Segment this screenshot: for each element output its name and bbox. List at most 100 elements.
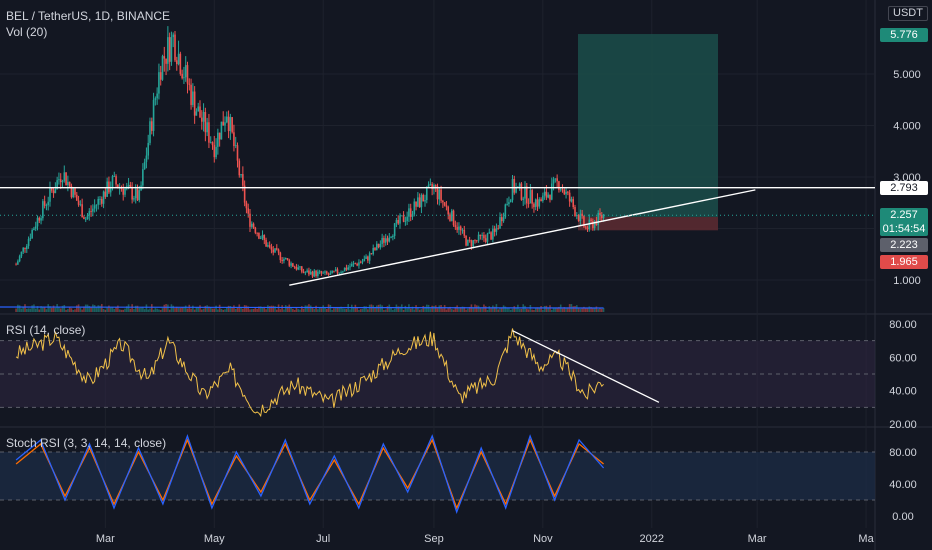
volume-bar: [367, 309, 369, 312]
volume-bar: [506, 308, 508, 312]
volume-bar: [350, 304, 353, 312]
candle-body: [90, 211, 92, 212]
candle-body: [158, 72, 160, 94]
volume-bar: [547, 307, 550, 312]
volume-bar: [488, 306, 491, 312]
candle-body: [50, 187, 53, 191]
volume-bar: [579, 308, 582, 312]
candle-body: [509, 200, 512, 203]
volume-bar: [136, 305, 139, 312]
volume-bar: [111, 307, 114, 312]
volume-bar: [442, 308, 444, 312]
volume-bar: [508, 307, 510, 312]
rsi-tick-label: 20.00: [889, 419, 917, 431]
volume-bar: [524, 305, 526, 312]
volume-bar: [88, 305, 91, 312]
volume-bar: [338, 307, 341, 312]
volume-bar: [390, 306, 392, 312]
candle-body: [349, 266, 351, 268]
volume-bar: [204, 305, 207, 312]
candle-body: [45, 205, 48, 206]
candle-body: [458, 226, 460, 230]
volume-bar: [283, 309, 285, 312]
candle-body: [329, 273, 332, 275]
volume-bar: [167, 304, 169, 312]
candle-body: [420, 194, 423, 208]
volume-bar: [200, 309, 203, 312]
rsi-title[interactable]: RSI (14, close): [6, 323, 86, 337]
candle-body: [170, 37, 173, 62]
candle-body: [520, 183, 523, 200]
candle-body: [49, 187, 51, 202]
volume-bar: [125, 306, 128, 312]
volume-bar: [17, 304, 19, 312]
candle-body: [93, 205, 96, 209]
candle-body: [600, 215, 603, 219]
volume-bar: [206, 305, 208, 312]
candle-body: [31, 229, 33, 239]
candle-body: [193, 91, 196, 116]
volume-bar: [479, 307, 482, 312]
candle-body: [586, 227, 589, 230]
volume-bar: [345, 308, 348, 312]
candle-body: [358, 262, 360, 266]
candle-body: [275, 248, 278, 250]
candle-body: [265, 239, 267, 247]
candle-body: [274, 248, 276, 253]
candle-body: [65, 172, 67, 186]
volume-bar: [583, 306, 585, 312]
price-tick-label: 1.000: [893, 275, 921, 287]
volume-bar: [52, 305, 55, 312]
candle-body: [284, 258, 287, 260]
volume-bar: [31, 305, 33, 312]
volume-bar: [56, 304, 58, 312]
symbol-title[interactable]: BEL / TetherUS, 1D, BINANCE: [6, 9, 171, 23]
candle-body: [454, 225, 457, 228]
volume-bar: [602, 307, 605, 312]
stoch-rsi-title[interactable]: Stoch RSI (3, 3, 14, 14, close): [6, 436, 167, 450]
volume-bar: [599, 308, 601, 312]
volume-bar: [181, 307, 183, 312]
stoch-tick-label: 80.00: [889, 447, 917, 459]
entry-price-tag: 2.223: [880, 238, 928, 252]
last-price-tag: 2.257 01:54:54: [880, 208, 928, 236]
candle-body: [442, 200, 444, 203]
volume-bar: [329, 305, 332, 312]
candle-body: [72, 188, 75, 198]
candle-body: [400, 215, 403, 217]
volume-bar: [320, 308, 323, 312]
candle-body: [97, 198, 100, 205]
candle-body: [522, 198, 525, 200]
volume-bar: [268, 306, 271, 312]
volume-bar: [356, 308, 358, 312]
candle-body: [425, 186, 428, 201]
candle-body: [106, 181, 108, 197]
volume-bar: [75, 305, 78, 312]
volume-bar: [502, 305, 505, 312]
volume-bar: [554, 308, 557, 312]
candle-body: [204, 112, 207, 133]
volume-bar: [81, 309, 83, 312]
candle-body: [211, 142, 214, 146]
candle-body: [70, 186, 73, 198]
currency-badge[interactable]: USDT: [888, 6, 928, 21]
candle-body: [556, 178, 558, 182]
volume-bar: [354, 304, 357, 312]
candle-body: [543, 191, 546, 196]
volume-title[interactable]: Vol (20): [6, 25, 48, 39]
volume-bar: [224, 309, 226, 312]
volume-bar: [275, 309, 278, 312]
bar-countdown: 01:54:54: [882, 223, 926, 235]
candle-body: [34, 226, 37, 229]
candle-body: [595, 221, 598, 226]
volume-bar: [92, 304, 94, 312]
volume-bar: [259, 306, 262, 312]
candle-body: [452, 210, 455, 226]
volume-bar: [95, 306, 98, 312]
volume-bar: [217, 309, 219, 312]
volume-bar: [99, 305, 101, 312]
candle-body: [202, 112, 205, 122]
volume-bar: [229, 306, 232, 312]
candle-body: [161, 56, 164, 80]
